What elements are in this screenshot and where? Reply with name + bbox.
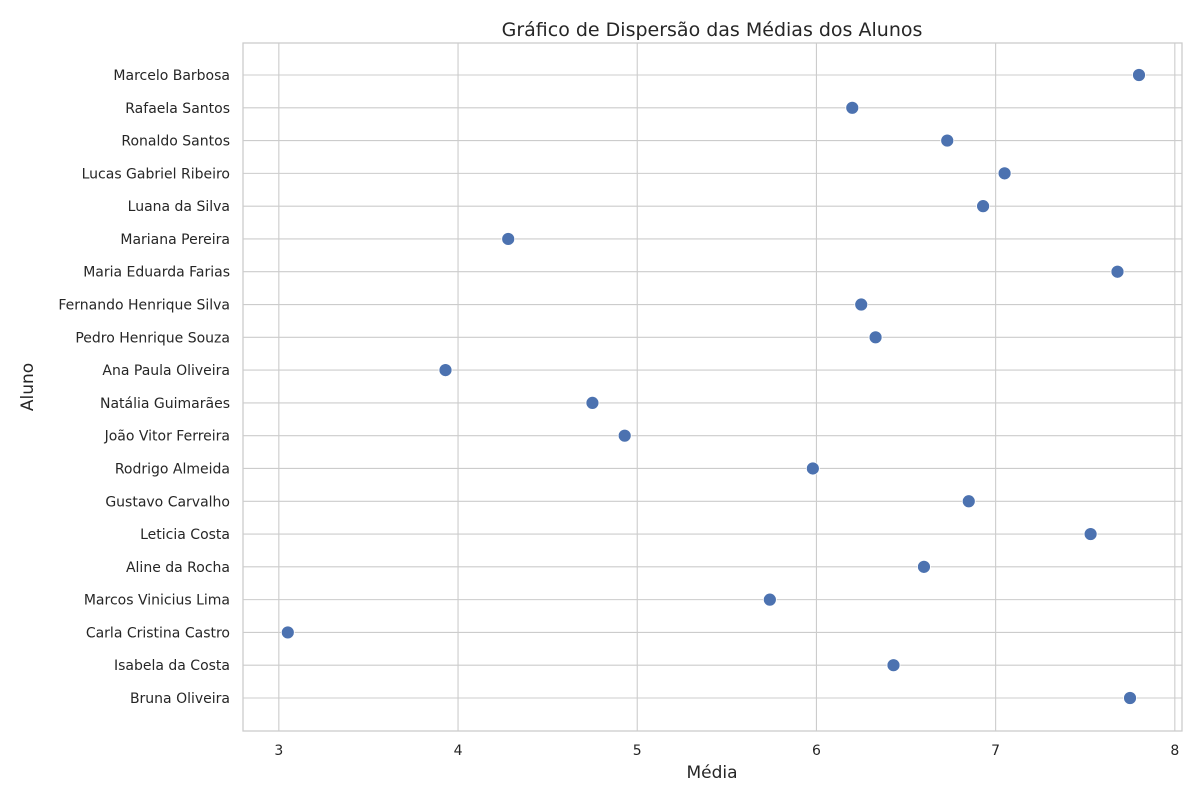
x-tick-label: 6 xyxy=(812,743,821,759)
y-tick-label: Marcelo Barbosa xyxy=(113,68,230,84)
y-tick-label: Isabela da Costa xyxy=(114,658,230,674)
data-points xyxy=(280,68,1146,705)
x-tick-label: 5 xyxy=(633,743,642,759)
y-tick-label: Mariana Pereira xyxy=(120,232,230,248)
y-tick-label: Lucas Gabriel Ribeiro xyxy=(82,166,230,182)
x-axis-label: Média xyxy=(686,763,737,783)
chart-title: Gráfico de Dispersão das Médias dos Alun… xyxy=(502,19,923,41)
plot-frame xyxy=(242,42,1183,732)
data-point xyxy=(1083,527,1098,541)
data-point xyxy=(940,133,955,148)
data-point xyxy=(845,100,860,115)
data-point xyxy=(868,330,883,345)
data-point xyxy=(886,658,901,673)
x-tick-labels: 3 4 5 6 7 8 xyxy=(274,743,1179,759)
data-point xyxy=(280,625,295,640)
y-tick-label: Gustavo Carvalho xyxy=(105,494,230,510)
y-tick-label: Aline da Rocha xyxy=(126,560,230,576)
y-tick-label: Ana Paula Oliveira xyxy=(102,363,230,379)
data-point xyxy=(854,297,869,312)
y-tick-label: Rafaela Santos xyxy=(125,101,230,117)
data-point xyxy=(1123,691,1137,705)
x-tick-label: 4 xyxy=(454,743,463,759)
y-tick-labels: Marcelo Barbosa Rafaela Santos Ronaldo San… xyxy=(58,68,230,707)
data-point xyxy=(617,428,632,443)
y-tick-label: Carla Cristina Castro xyxy=(86,625,230,641)
y-tick-label: Rodrigo Almeida xyxy=(115,461,230,477)
data-point xyxy=(1132,68,1146,82)
data-point xyxy=(976,199,990,214)
data-point xyxy=(501,232,516,246)
x-tick-label: 7 xyxy=(991,743,1000,759)
y-tick-label: Leticia Costa xyxy=(140,527,230,543)
data-point xyxy=(997,166,1012,181)
y-tick-label: João Vitor Ferreira xyxy=(104,429,230,445)
y-gridlines xyxy=(243,74,1182,699)
y-tick-label: Marcos Vinicius Lima xyxy=(84,593,230,609)
y-tick-label: Luana da Silva xyxy=(128,199,230,215)
data-point xyxy=(1110,264,1125,279)
y-tick-label: Bruna Oliveira xyxy=(130,691,230,707)
y-tick-label: Ronaldo Santos xyxy=(121,134,230,150)
x-tick-label: 8 xyxy=(1170,743,1179,759)
x-gridlines xyxy=(278,43,1176,731)
data-point xyxy=(805,461,820,476)
y-tick-label: Fernando Henrique Silva xyxy=(58,298,230,314)
y-tick-label: Pedro Henrique Souza xyxy=(75,330,230,346)
data-point xyxy=(917,559,931,574)
data-point xyxy=(961,494,976,509)
x-tick-label: 3 xyxy=(274,743,283,759)
y-tick-label: Natália Guimarães xyxy=(100,396,230,412)
y-axis-label: Aluno xyxy=(18,363,38,411)
y-tick-label: Maria Eduarda Farias xyxy=(83,265,230,281)
data-point xyxy=(585,395,600,410)
data-point xyxy=(762,592,777,607)
data-point xyxy=(438,363,453,378)
